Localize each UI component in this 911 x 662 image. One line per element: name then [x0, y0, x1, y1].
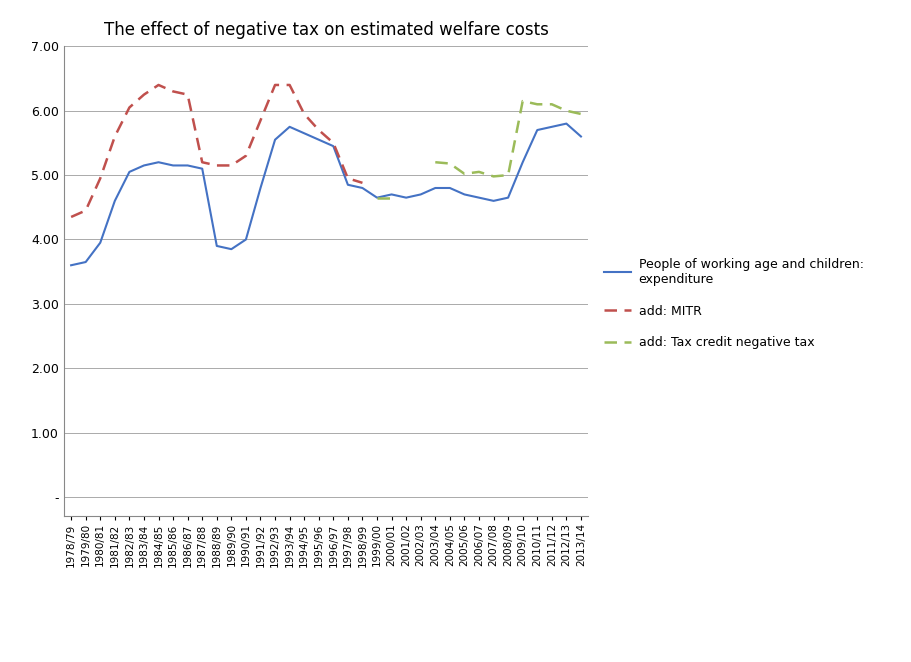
Title: The effect of negative tax on estimated welfare costs: The effect of negative tax on estimated …	[104, 21, 548, 39]
Legend: People of working age and children:
expenditure, add: MITR, add: Tax credit nega: People of working age and children: expe…	[603, 258, 863, 350]
